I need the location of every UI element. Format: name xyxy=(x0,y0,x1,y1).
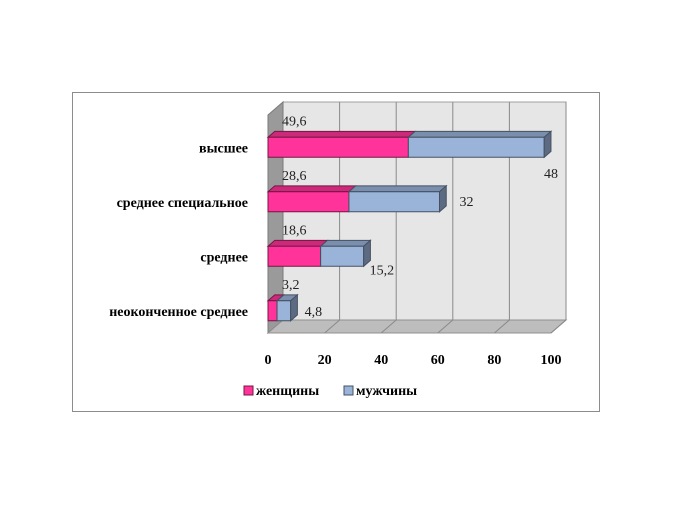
bar-top-face xyxy=(266,239,329,247)
x-tick-label: 100 xyxy=(541,353,562,368)
bar-segment xyxy=(266,185,358,213)
gridline-floor xyxy=(550,319,567,334)
bar-front-face xyxy=(267,245,322,267)
data-label: 32 xyxy=(459,195,473,210)
bar-front-face xyxy=(267,136,409,158)
bar-end-face xyxy=(363,239,371,268)
legend-label: мужчины xyxy=(356,384,417,399)
x-tick-label: 80 xyxy=(487,353,501,368)
bar-segment xyxy=(407,130,553,159)
bar-end-face xyxy=(543,130,552,159)
bar-end-face xyxy=(290,293,298,322)
data-label: 49,6 xyxy=(282,114,307,129)
legend-item: женщины xyxy=(243,384,319,399)
bar-end-face xyxy=(438,184,447,213)
bar-segment xyxy=(266,130,417,158)
x-tick-label: 60 xyxy=(431,353,445,368)
floor xyxy=(266,319,568,334)
legend-label: женщины xyxy=(256,384,319,399)
data-label: 28,6 xyxy=(282,169,307,184)
bar-front-face xyxy=(267,300,278,322)
data-label: 4,8 xyxy=(305,305,323,320)
category-label: неоконченное среднее xyxy=(109,305,248,320)
data-label: 15,2 xyxy=(370,263,395,278)
gridline-floor xyxy=(324,319,340,334)
bar-top-face xyxy=(266,185,358,193)
bar-segment xyxy=(266,239,329,267)
category-label: среднее xyxy=(200,250,248,265)
bar-segment xyxy=(347,184,448,213)
x-tick-label: 0 xyxy=(265,353,272,368)
data-label: 3,2 xyxy=(282,278,300,293)
bar-top-face xyxy=(266,130,417,138)
bar-top-face xyxy=(319,239,372,247)
category-label: высшее xyxy=(199,141,248,156)
legend-item: мужчины xyxy=(343,384,417,399)
bar-top-face xyxy=(347,185,448,193)
x-tick-label: 20 xyxy=(318,353,332,368)
data-label: 48 xyxy=(544,167,558,182)
category-label: среднее специальное xyxy=(117,196,248,211)
bar-front-face xyxy=(276,300,292,322)
bar-segment xyxy=(275,293,299,322)
x-tick-label: 40 xyxy=(374,353,388,368)
data-label: 18,6 xyxy=(282,223,307,238)
bar-segment xyxy=(319,239,372,268)
bar-front-face xyxy=(348,191,440,213)
gridline-floor xyxy=(437,319,454,334)
gridline-floor xyxy=(494,319,510,334)
gridline-floor xyxy=(380,319,397,334)
bar-front-face xyxy=(267,191,350,213)
legend-swatch xyxy=(243,385,254,396)
bar-top-face xyxy=(407,130,553,138)
bar-front-face xyxy=(407,136,545,158)
legend-swatch xyxy=(343,385,354,396)
bar-front-face xyxy=(320,245,365,267)
